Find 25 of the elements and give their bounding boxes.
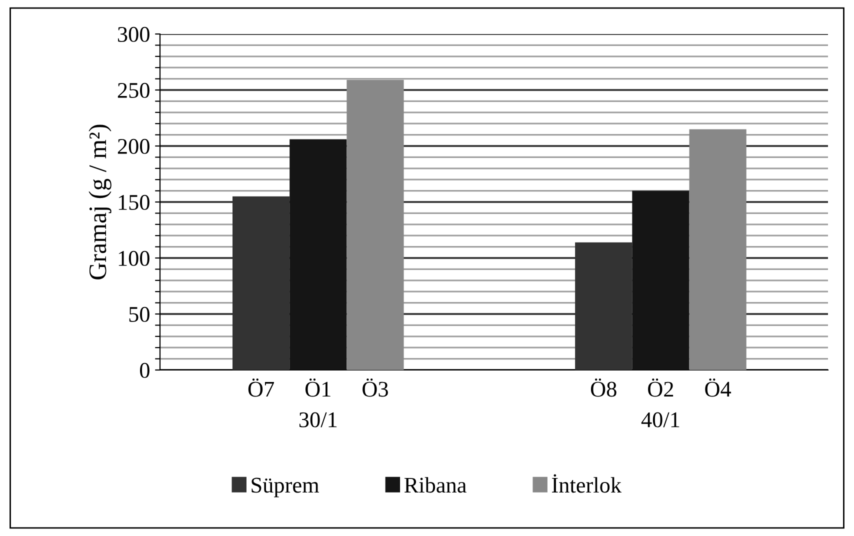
legend-label: Ribana <box>404 477 466 493</box>
y-tick-label: 50 <box>129 306 150 322</box>
text: 30/1 <box>299 412 337 428</box>
y-tick-label: 150 <box>118 194 150 210</box>
x-tick-label: Ö2 <box>648 378 674 397</box>
y-tick-label: 0 <box>140 362 150 378</box>
x-tick-label: Ö8 <box>590 378 616 397</box>
y-tick-label: 300 <box>118 26 150 42</box>
y-tick-label: 250 <box>118 82 150 98</box>
x-tick-label: Ö4 <box>705 378 732 397</box>
bar <box>232 196 290 370</box>
x-tick-label: Ö3 <box>362 378 388 397</box>
text: 40/1 <box>641 412 680 428</box>
y-axis-title: Gramaj (g / m²) <box>88 124 112 280</box>
bar <box>346 80 404 370</box>
x-tick-label: Ö1 <box>305 378 330 397</box>
x-tick-label: Ö7 <box>248 378 274 397</box>
legend-label: Süprem <box>252 478 320 498</box>
legend-label: İnterlok <box>552 474 622 493</box>
bar <box>290 139 347 370</box>
bar <box>575 242 632 370</box>
bar <box>632 190 690 370</box>
bar <box>689 129 746 370</box>
y-tick-label: 200 <box>118 138 150 154</box>
y-tick-label: 100 <box>118 250 150 266</box>
